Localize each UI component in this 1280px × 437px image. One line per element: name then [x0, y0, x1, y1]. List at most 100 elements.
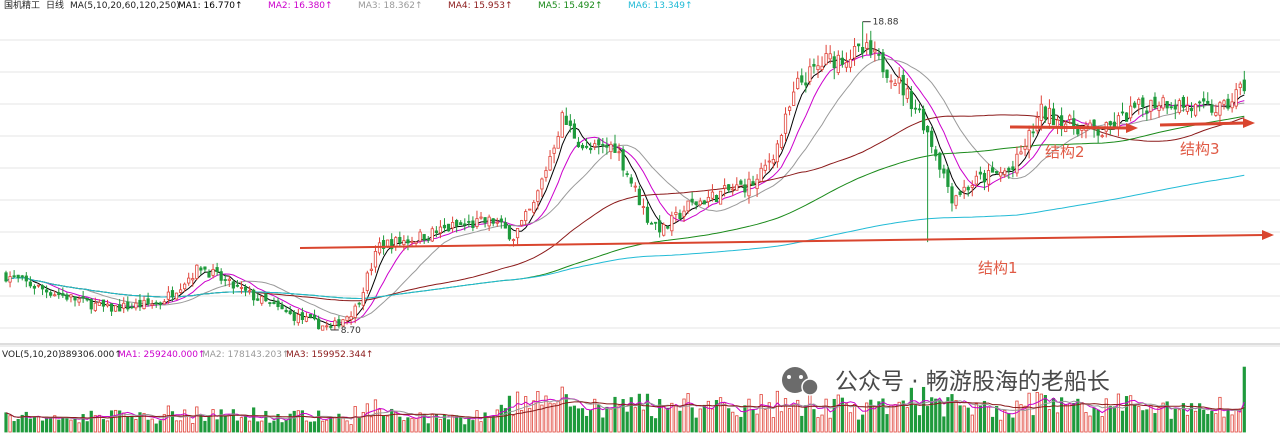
- candle: [597, 137, 601, 155]
- price-header: 国机精工 日线 MA(5,10,20,60,120,250)MA1: 16.770↑…: [4, 0, 693, 11]
- candle: [130, 303, 134, 310]
- volume-header: VOL(5,10,20)389306.000↑MA1: 259240.000↑M…: [2, 350, 373, 360]
- candle-body: [20, 275, 24, 278]
- candle: [211, 264, 215, 279]
- candle-body: [739, 180, 743, 185]
- volume-bar: [1133, 404, 1137, 433]
- candle-body: [1214, 112, 1218, 116]
- candle: [593, 139, 597, 151]
- candle: [61, 287, 65, 298]
- candle: [690, 192, 694, 206]
- candle-body: [576, 141, 581, 148]
- candle: [808, 58, 812, 86]
- candle-body: [361, 292, 365, 306]
- volume-bar: [706, 400, 710, 433]
- volume-bar: [227, 414, 231, 433]
- candle-body: [926, 125, 930, 133]
- candle-body: [666, 226, 670, 229]
- volume-bar: [702, 404, 706, 433]
- volume-bar: [268, 422, 272, 433]
- volume-bar: [515, 391, 520, 433]
- candle-body: [1157, 105, 1161, 111]
- candle-body: [183, 283, 187, 290]
- candle-body: [85, 298, 89, 301]
- volume-bar: [1226, 409, 1230, 433]
- candle: [938, 151, 942, 178]
- volume-bar: [450, 415, 455, 433]
- candle: [321, 325, 325, 331]
- volume-bar: [85, 421, 89, 433]
- volume-bar: [832, 398, 836, 433]
- volume-bar: [1047, 409, 1052, 433]
- candle: [1173, 99, 1177, 120]
- candle: [243, 284, 248, 297]
- volume-bar: [974, 403, 978, 433]
- candle-body: [434, 230, 438, 234]
- volume-bar: [45, 416, 49, 433]
- volume-bar: [36, 416, 41, 433]
- candle-body: [134, 302, 138, 309]
- volume-bar: [1100, 416, 1104, 433]
- candle: [495, 217, 499, 227]
- volume-bar: [609, 408, 613, 433]
- volume-bar: [1108, 406, 1112, 433]
- candle-body: [386, 239, 390, 247]
- candle: [12, 270, 16, 279]
- candle-body: [349, 316, 353, 320]
- volume-bar: [787, 408, 792, 433]
- candle-body: [317, 318, 321, 330]
- candle-body: [455, 219, 459, 227]
- candle-body: [471, 220, 475, 229]
- volume-bar: [1181, 403, 1185, 433]
- candle-body: [958, 191, 962, 195]
- candle-body: [195, 264, 199, 279]
- candle-body: [1222, 100, 1226, 105]
- candle: [272, 297, 276, 305]
- volume-bar: [694, 417, 698, 433]
- candle-body: [36, 284, 41, 287]
- candle: [325, 321, 329, 331]
- volume-bar: [345, 420, 349, 433]
- ma-value-2: MA2: 16.380↑: [268, 1, 333, 11]
- candle-body: [479, 216, 483, 219]
- candle-body: [53, 294, 57, 297]
- candle-body: [869, 40, 873, 55]
- volume-bar: [1084, 412, 1088, 433]
- volume-bar: [1112, 406, 1116, 433]
- volume-bar: [134, 418, 138, 433]
- candle: [1124, 112, 1129, 122]
- volume-value: 389306.000↑: [60, 350, 122, 360]
- candle-body: [978, 171, 983, 175]
- volume-bar: [909, 387, 913, 433]
- volume-bar: [1206, 413, 1210, 433]
- candle: [1137, 97, 1141, 115]
- volume-bar: [710, 408, 715, 433]
- volume-bar: [917, 415, 922, 433]
- candle: [536, 189, 540, 210]
- volume-bar: [792, 404, 796, 433]
- volume-bar: [8, 415, 12, 433]
- candle: [710, 184, 715, 202]
- volume-bar: [1242, 366, 1246, 433]
- candle: [926, 125, 930, 243]
- volume-bar: [430, 414, 434, 433]
- volume-bar: [1088, 415, 1092, 433]
- candle-body: [97, 301, 101, 306]
- candle-body: [308, 313, 313, 318]
- low-price-label: 8.70: [341, 326, 361, 336]
- candle-body: [422, 234, 426, 241]
- volume-bar: [317, 410, 321, 433]
- candle: [105, 299, 110, 308]
- candle-body: [804, 82, 808, 86]
- candle-body: [1068, 115, 1072, 120]
- candle: [1177, 98, 1181, 115]
- volume-bar: [552, 403, 556, 433]
- candle: [1238, 81, 1242, 96]
- candle: [1039, 95, 1043, 131]
- candle: [329, 322, 333, 330]
- candle-body: [743, 184, 747, 193]
- structure1-arrow-head: [1262, 230, 1274, 240]
- candle-body: [1035, 117, 1039, 132]
- volume-bar: [386, 415, 390, 433]
- volume-bar: [312, 421, 317, 433]
